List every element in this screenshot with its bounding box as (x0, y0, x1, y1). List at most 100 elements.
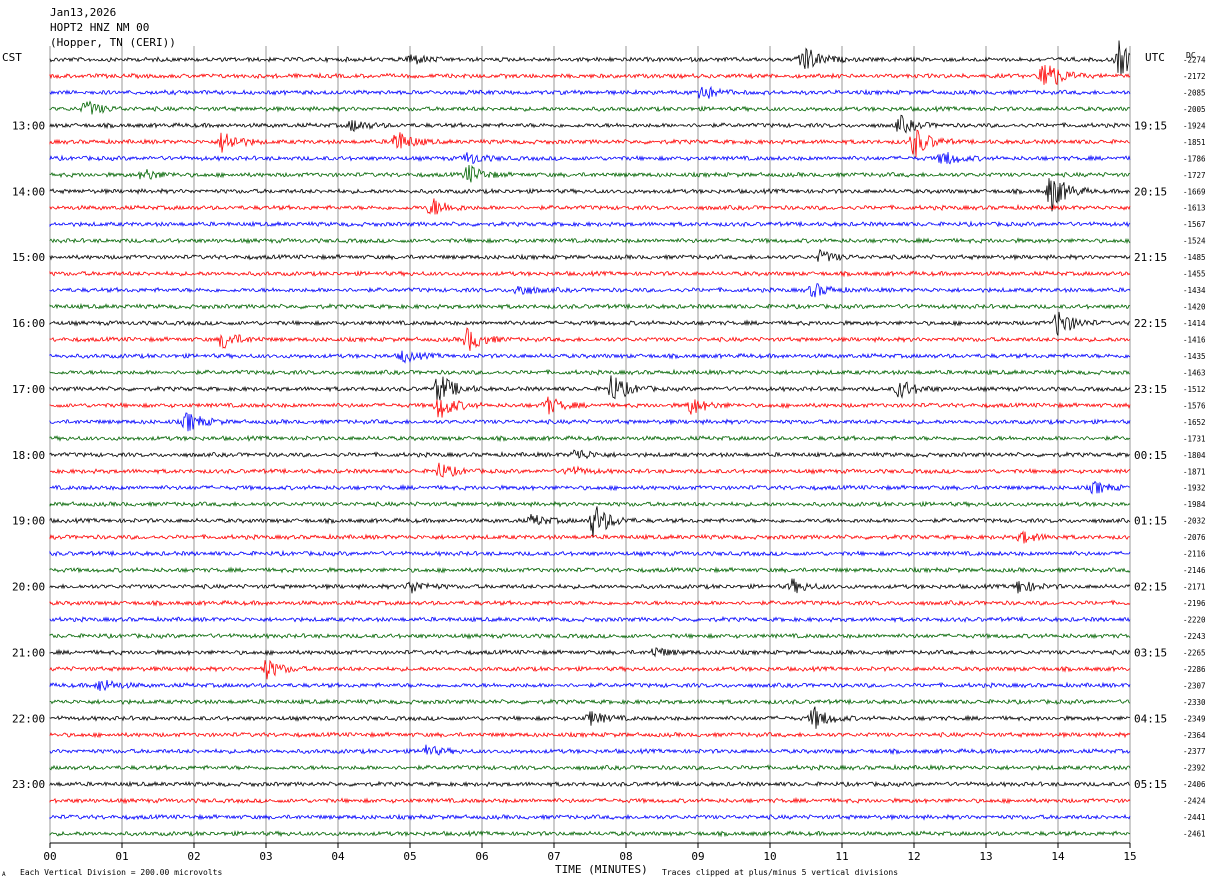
trace-line-23 (49, 434, 1131, 443)
trace-line-29 (49, 530, 1130, 544)
trace-line-11 (49, 236, 1131, 245)
trace-line-1 (49, 64, 1131, 86)
x-tick-label: 07 (547, 850, 560, 863)
trace-line-14 (49, 283, 1131, 298)
trace-line-5 (49, 129, 1131, 158)
trace-line-36 (49, 647, 1131, 658)
trace-line-30 (49, 549, 1131, 558)
trace-line-33 (49, 599, 1131, 607)
dc-offset-label: -2243 (1183, 632, 1206, 641)
dc-offset-label: -1652 (1183, 418, 1206, 427)
right-hour-label: 19:15 (1134, 119, 1167, 132)
trace-line-35 (49, 632, 1131, 640)
trace-line-25 (50, 462, 1131, 478)
trace-line-21 (49, 396, 1131, 418)
dc-offset-label: -1727 (1183, 171, 1206, 180)
trace-line-26 (49, 480, 1131, 495)
dc-offset-label: -1435 (1183, 352, 1206, 361)
trace-line-13 (49, 270, 1131, 278)
right-hour-label: 20:15 (1134, 185, 1167, 198)
dc-offset-label: -2171 (1183, 583, 1206, 592)
trace-line-15 (49, 302, 1131, 311)
dc-offset-label: -1434 (1183, 286, 1206, 295)
trace-line-9 (49, 198, 1131, 215)
left-hour-label: 21:00 (12, 646, 45, 659)
left-hour-label: 19:00 (12, 515, 45, 528)
dc-offset-label: -2146 (1183, 566, 1206, 575)
trace-line-43 (49, 763, 1131, 771)
dc-offset-label: -2220 (1183, 615, 1206, 624)
right-timezone-label: UTC (1145, 51, 1165, 64)
dc-offset-label: -1463 (1183, 368, 1206, 377)
left-hour-label: 17:00 (12, 383, 45, 396)
dc-label: DC (1186, 51, 1196, 60)
dc-offset-label: -1731 (1183, 434, 1206, 443)
left-hour-label: 22:00 (12, 712, 45, 725)
x-axis-title: TIME (MINUTES) (555, 863, 648, 876)
dc-offset-labels: -2274 -2172 -2085 -2005 -1924 -1851 -1786 -1727… (1183, 56, 1206, 839)
trace-line-32 (49, 578, 1131, 594)
x-tick-label: 10 (763, 850, 776, 863)
x-tick-label: 02 (187, 850, 200, 863)
dc-offset-label: -2406 (1183, 780, 1206, 789)
right-hour-label: 04:15 (1134, 712, 1167, 725)
dc-offset-label: -1512 (1183, 385, 1206, 394)
x-tick-label: 06 (475, 850, 488, 863)
dc-offset-label: -2032 (1183, 517, 1206, 526)
header-location: (Hopper, TN (CERI)) (50, 36, 176, 49)
seismogram-traces (49, 40, 1131, 838)
trace-line-19 (49, 368, 1131, 376)
dc-offset-label: -2392 (1183, 764, 1206, 773)
dc-offset-label: -1485 (1183, 253, 1206, 262)
dc-offset-label: -1932 (1183, 484, 1206, 493)
x-axis-ticks: 00 01 02 03 04 05 06 07 08 09 10 11 12 13 14 15 (43, 843, 1137, 863)
dc-offset-label: -2424 (1183, 797, 1206, 806)
trace-line-3 (49, 100, 1131, 115)
dc-offset-label: -1851 (1183, 138, 1206, 147)
dc-offset-label: -2441 (1183, 813, 1206, 822)
dc-offset-label: -1414 (1183, 319, 1206, 328)
dc-offset-label: -1786 (1183, 154, 1206, 163)
left-hour-label: 20:00 (12, 581, 45, 594)
trace-line-20 (49, 375, 1131, 401)
left-timezone-label: CST (2, 51, 22, 64)
left-hour-label: 23:00 (12, 778, 45, 791)
x-tick-label: 04 (331, 850, 345, 863)
dc-offset-label: -1416 (1183, 335, 1206, 344)
dc-offset-label: -2172 (1183, 72, 1206, 81)
trace-line-42 (49, 744, 1131, 756)
trace-line-39 (49, 698, 1131, 706)
dc-offset-label: -2461 (1183, 830, 1206, 839)
trace-line-31 (49, 566, 1131, 574)
trace-line-27 (49, 500, 1131, 508)
right-hour-label: 02:15 (1134, 581, 1167, 594)
right-hour-label: 01:15 (1134, 515, 1167, 528)
trace-line-6 (49, 152, 1131, 165)
right-hour-label: 00:15 (1134, 449, 1167, 462)
dc-offset-label: -1984 (1183, 500, 1206, 509)
dc-offset-label: -2377 (1183, 747, 1206, 756)
left-hour-label: 15:00 (12, 251, 45, 264)
trace-line-7 (49, 164, 1131, 183)
header-date: Jan13,2026 (50, 6, 116, 19)
x-tick-label: 08 (619, 850, 632, 863)
dc-offset-label: -2085 (1183, 88, 1206, 97)
trace-line-37 (49, 659, 1131, 680)
left-hour-label: 16:00 (12, 317, 45, 330)
dc-offset-label: -2116 (1183, 550, 1206, 559)
trace-line-16 (49, 311, 1131, 336)
x-tick-label: 15 (1123, 850, 1136, 863)
dc-offset-label: -2076 (1183, 533, 1206, 542)
dc-offset-label: -1567 (1183, 220, 1206, 229)
trace-line-2 (49, 85, 1131, 99)
left-hour-label: 18:00 (12, 449, 45, 462)
x-tick-label: 03 (259, 850, 272, 863)
left-hour-label: 13:00 (12, 119, 45, 132)
trace-line-4 (49, 114, 1131, 134)
dc-offset-label: -1613 (1183, 204, 1206, 213)
trace-line-28 (49, 506, 1131, 538)
trace-line-44 (49, 780, 1131, 788)
trace-line-24 (49, 449, 1131, 460)
right-hour-label: 03:15 (1134, 646, 1167, 659)
